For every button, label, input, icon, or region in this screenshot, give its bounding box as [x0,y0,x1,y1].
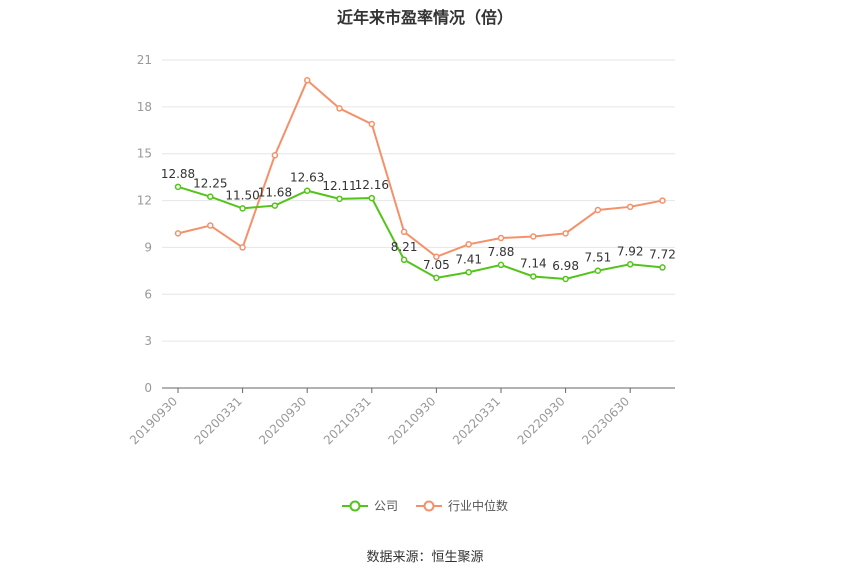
data-label-company: 12.63 [290,171,324,185]
legend-company-marker-icon [341,500,368,511]
data-point-company [433,274,440,282]
data-point-company [530,273,537,280]
legend-item-company[interactable]: 公司 [341,497,398,514]
data-label-company: 8.21 [391,240,418,254]
data-point-industry [400,228,408,236]
series [174,77,666,283]
x-tick-label: 20210930 [385,394,438,447]
data-point-company [626,261,634,268]
y-tick-label: 6 [144,287,152,301]
data-point-industry [659,197,666,204]
data-point-company [368,194,376,202]
data-label-company: 12.25 [193,177,227,191]
data-point-company [594,267,602,274]
data-label-company: 11.50 [225,188,259,202]
legend-label-company: 公司 [373,499,398,513]
data-point-company [336,195,343,203]
legend: 公司 行业中位数 [0,497,850,514]
data-point-industry [626,203,634,211]
y-tick-label: 15 [137,147,152,161]
data-label-company: 7.05 [423,258,450,272]
data-label-company: 7.92 [617,244,644,258]
data-label-company: 7.51 [585,251,612,265]
data-point-industry [174,230,182,237]
data-point-industry [336,105,343,112]
series-line-company [177,185,663,280]
data-label-company: 6.98 [552,259,579,273]
data-label-company: 12.11 [322,179,356,193]
data-point-industry [594,206,602,214]
data-point-industry [433,253,440,261]
x-tick-label: 20230630 [579,394,632,447]
data-point-company [239,205,246,212]
data-point-industry [497,234,505,242]
legend-item-industry[interactable]: 行业中位数 [416,497,508,514]
data-point-company [271,202,279,209]
data-point-industry [368,120,376,128]
x-tick-label: 20190930 [127,394,180,447]
x-tick-label: 20200331 [192,394,245,447]
y-tick-label: 9 [144,240,152,254]
data-label-company: 11.68 [258,186,292,200]
data-point-company [303,187,311,194]
x-tick-label: 20220331 [450,394,503,447]
y-tick-label: 21 [137,53,152,67]
data-label-company: 7.41 [455,252,482,266]
series-line-industry [177,78,663,258]
data-label-company: 12.88 [161,167,195,181]
legend-label-industry: 行业中位数 [448,499,509,513]
data-label-company: 7.88 [488,245,515,259]
legend-industry-marker-icon [416,500,442,511]
data-point-industry [239,244,246,251]
data-label-company: 7.14 [520,256,547,270]
data-point-company [497,261,505,269]
data-point-company [562,275,569,283]
data-point-industry [303,77,311,84]
data-point-industry [465,241,472,248]
y-tick-label: 12 [137,194,152,208]
data-label-company: 7.72 [649,247,676,261]
data-point-company [400,256,408,264]
y-tick-label: 18 [137,100,152,114]
data-point-industry [271,152,279,159]
data-point-company [207,193,214,200]
x-tick-label: 20200930 [256,394,309,447]
x-tick-label: 20220930 [515,394,568,447]
data-point-company [174,183,182,191]
data-point-industry [562,230,569,237]
data-point-company [465,269,472,276]
grid-lines [162,59,675,342]
chart-title: 近年来市盈率情况（倍） [336,8,513,27]
data-point-company [659,264,666,271]
y-tick-label: 0 [144,381,152,395]
data-point-industry [207,222,214,229]
x-tick-label: 20210331 [321,394,374,447]
y-tick-label: 3 [144,334,152,348]
source-note: 数据来源：恒生聚源 [366,550,484,565]
data-label-company: 12.16 [355,178,389,192]
data-point-industry [530,233,537,240]
